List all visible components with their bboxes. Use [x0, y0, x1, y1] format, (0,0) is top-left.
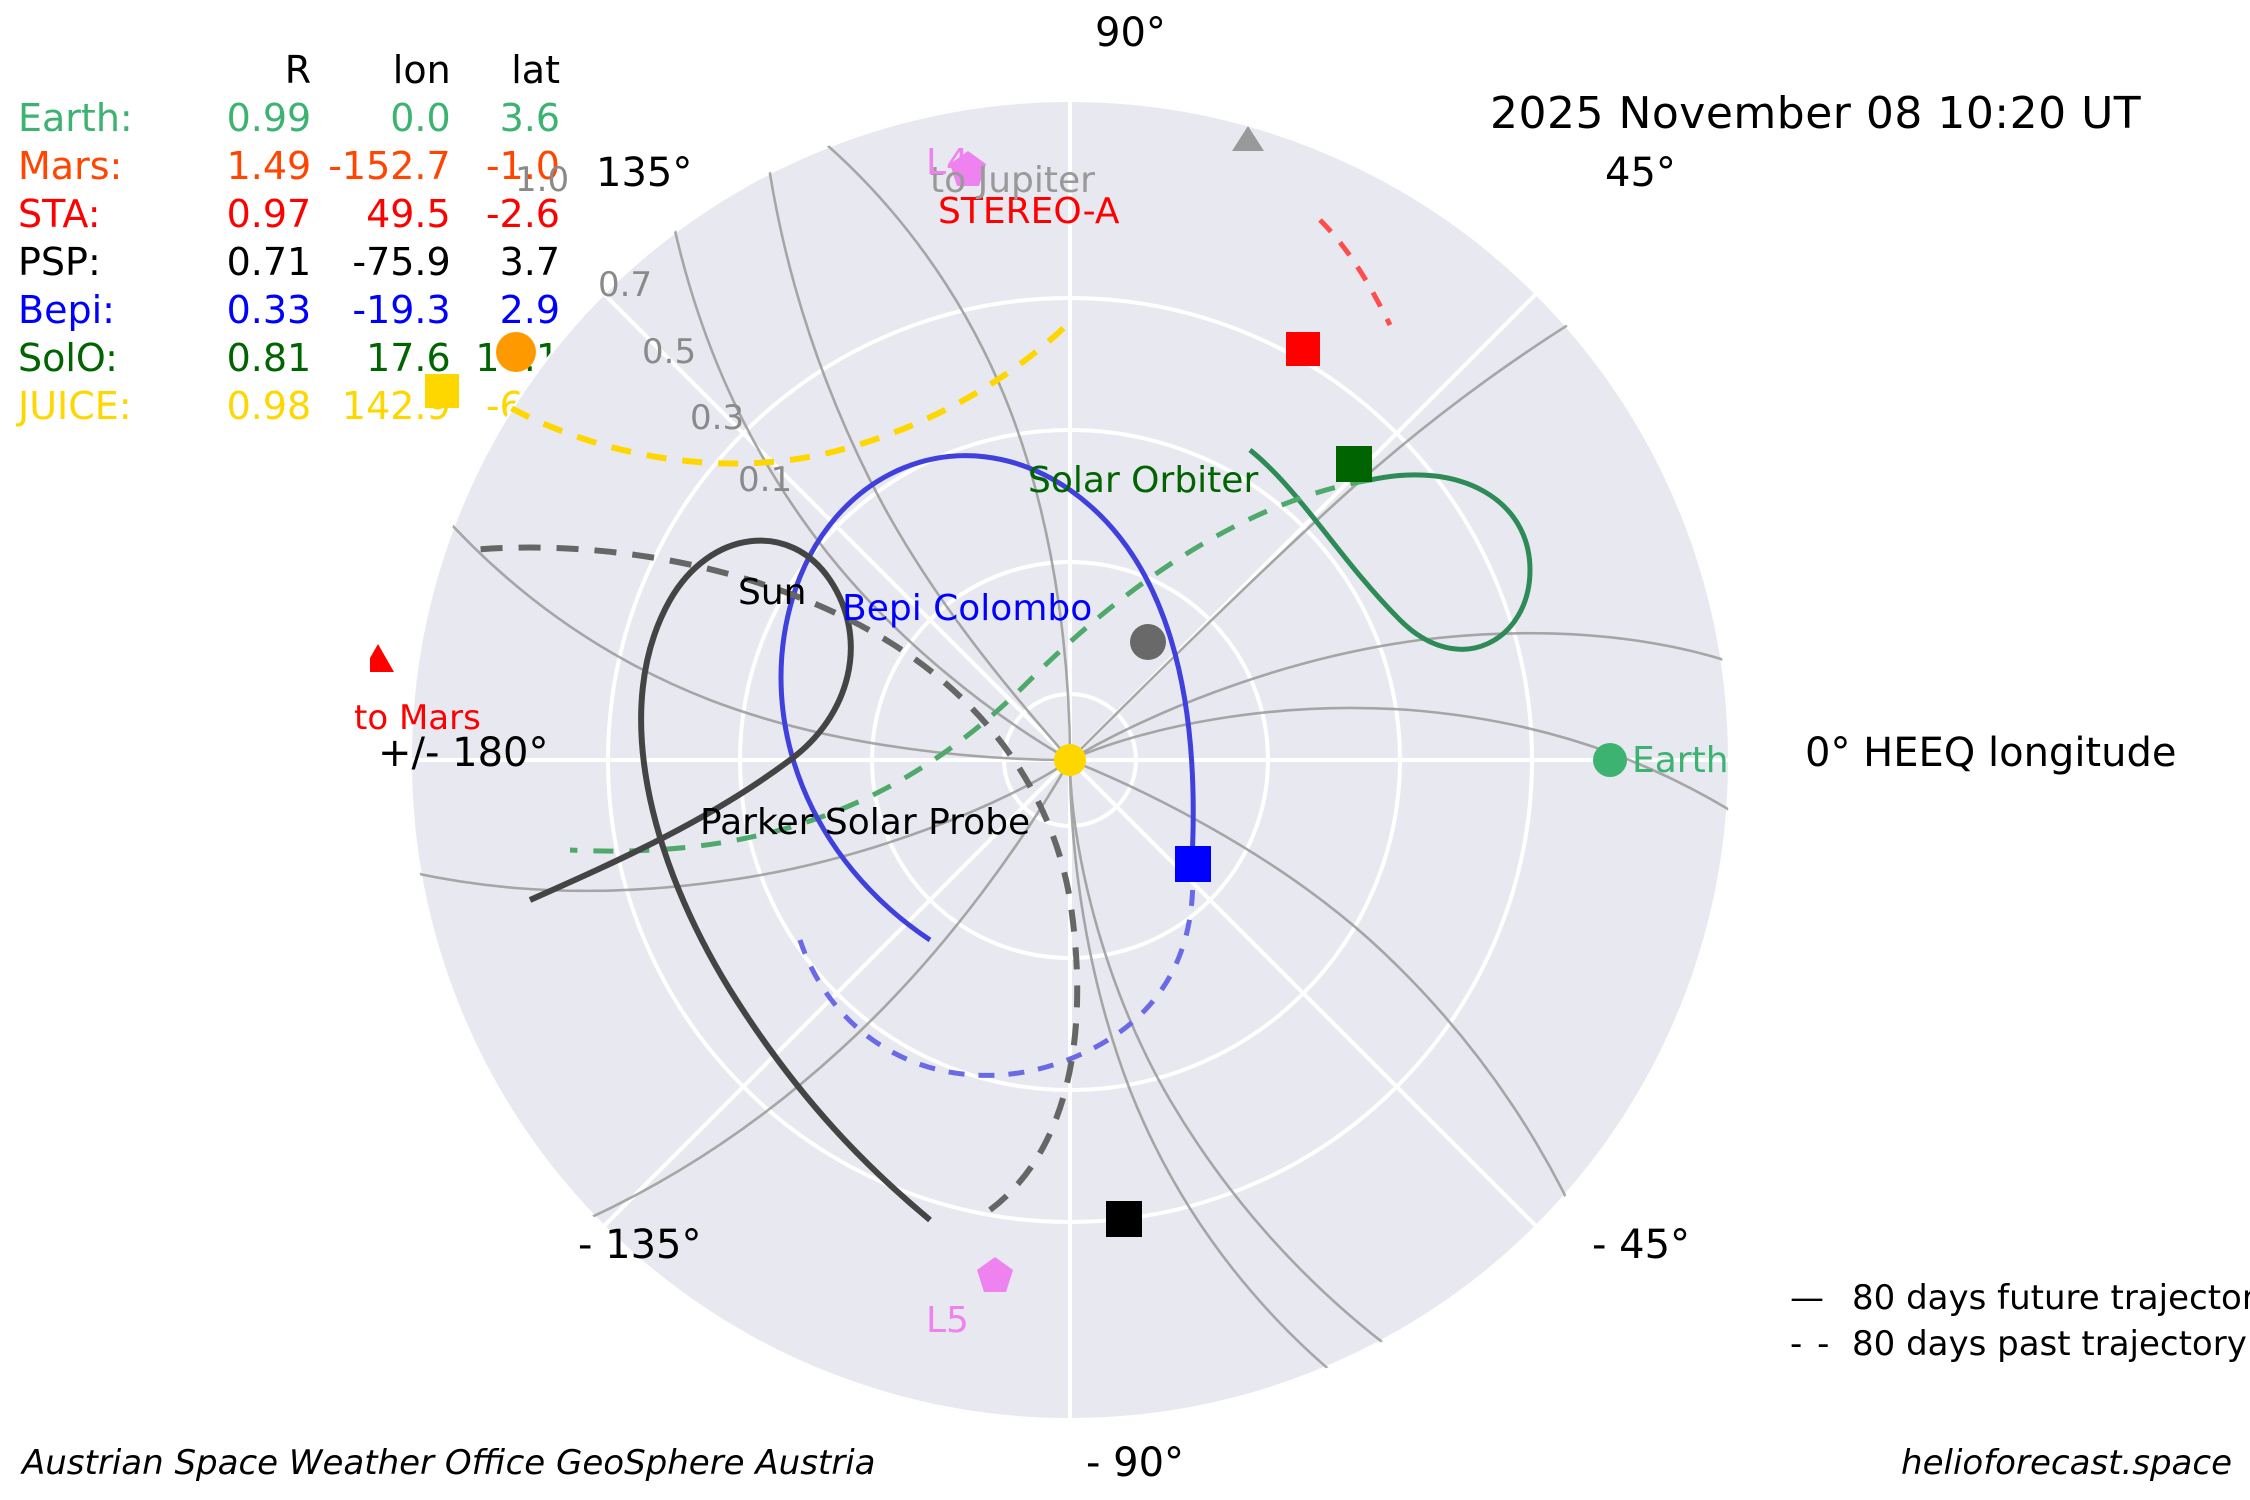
row-name-mars: Mars: — [18, 144, 123, 188]
radial-label-0-3: 0.3 — [690, 398, 745, 438]
row-lat-sta: -2.6 — [485, 192, 560, 236]
bepi-past-trajectory — [797, 859, 1196, 1078]
parker-solar-probe-marker[interactable] — [1106, 1201, 1142, 1237]
solar-orbiter-label: Solar Orbiter — [1028, 460, 1259, 501]
angle-label-neg135: - 135° — [578, 1222, 702, 1268]
to-mars-triangle-icon[interactable] — [370, 644, 394, 672]
sun-marker[interactable] — [1054, 744, 1086, 776]
stereo-a-marker[interactable] — [1286, 332, 1320, 366]
footer-organization: Austrian Space Weather Office GeoSphere … — [22, 1443, 876, 1483]
stereo-a-past-trajectory — [1318, 218, 1393, 327]
header-lon: lon — [392, 48, 451, 92]
psp-past-trajectory — [469, 544, 1081, 1213]
solar-orbiter-marker[interactable] — [1336, 446, 1372, 482]
table-row: Earth: 0.99 0.0 3.6 — [0, 94, 560, 142]
orange-dot-marker[interactable] — [496, 332, 536, 372]
row-lat-psp: 3.7 — [499, 240, 560, 284]
row-r-psp: 0.71 — [226, 240, 312, 284]
row-lat-bepi: 2.9 — [499, 288, 560, 332]
header-r: R — [284, 48, 312, 92]
l4-label: L4 — [926, 142, 969, 183]
row-lon-psp: -75.9 — [352, 240, 451, 284]
grey-dot-marker[interactable] — [1130, 624, 1166, 660]
row-r-juice: 0.98 — [226, 384, 312, 428]
footer-website[interactable]: helioforecast.space — [1901, 1443, 2232, 1483]
angle-label-neg90: - 90° — [1086, 1440, 1185, 1486]
table-row: PSP: 0.71 -75.9 3.7 — [0, 238, 560, 286]
table-row: Bepi: 0.33 -19.3 2.9 — [0, 286, 560, 334]
row-r-bepi: 0.33 — [226, 288, 312, 332]
row-r-solo: 0.81 — [226, 336, 312, 380]
row-name-juice: JUICE: — [18, 384, 132, 428]
solar-orbiter-future-trajectory — [1248, 448, 1533, 652]
radial-label-0-1: 0.1 — [738, 460, 793, 500]
l4-pentagon-icon[interactable] — [950, 151, 986, 186]
parker-solar-probe-label: Parker Solar Probe — [700, 802, 1031, 843]
to-jupiter-triangle-icon[interactable] — [1232, 126, 1264, 151]
row-name-psp: PSP: — [18, 240, 101, 284]
table-row: Mars: 1.49 -152.7 -1.0 — [0, 142, 560, 190]
row-lat-earth: 3.6 — [499, 96, 560, 140]
row-name-earth: Earth: — [18, 96, 133, 140]
header-lat: lat — [511, 48, 560, 92]
row-r-mars: 1.49 — [226, 144, 312, 188]
header-blank — [0, 46, 194, 94]
bepi-future-trajectory — [778, 453, 1196, 943]
juice-past-trajectory — [478, 319, 1073, 467]
table-header-row: R lon lat — [0, 46, 560, 94]
sun-label: Sun — [738, 572, 807, 613]
angle-label-180: +/- 180° — [378, 730, 549, 776]
legend-row-past: - - 80 days past trajectory — [1790, 1321, 2250, 1367]
table-row: STA: 0.97 49.5 -2.6 — [0, 190, 560, 238]
legend-label-past: 80 days past trajectory — [1852, 1324, 2247, 1364]
angle-label-135: 135° — [596, 150, 693, 196]
earth-label: Earth — [1632, 740, 1729, 781]
row-lon-solo: 17.6 — [366, 336, 451, 380]
angle-label-neg45: - 45° — [1592, 1222, 1691, 1268]
solid-line-icon: — — [1790, 1278, 1826, 1318]
row-lon-bepi: -19.3 — [352, 288, 451, 332]
row-name-solo: SolO: — [18, 336, 118, 380]
row-r-sta: 0.97 — [226, 192, 312, 236]
legend-label-future: 80 days future trajectory — [1852, 1278, 2250, 1318]
row-lon-mars: -152.7 — [328, 144, 451, 188]
row-name-bepi: Bepi: — [18, 288, 115, 332]
position-table: R lon lat Earth: 0.99 0.0 3.6 Mars: 1.49… — [0, 46, 560, 430]
juice-future-trajectory — [410, 189, 483, 383]
radial-label-0-7: 0.7 — [598, 265, 653, 305]
juice-marker[interactable] — [425, 374, 459, 408]
row-r-earth: 0.99 — [226, 96, 312, 140]
bepi-colombo-marker[interactable] — [1175, 846, 1211, 882]
row-lon-earth: 0.0 — [390, 96, 451, 140]
angle-label-90: 90° — [1095, 10, 1166, 56]
position-table-grid: R lon lat Earth: 0.99 0.0 3.6 Mars: 1.49… — [0, 46, 560, 430]
stereo-a-label: STEREO-A — [938, 191, 1120, 232]
radial-label-0-5: 0.5 — [642, 332, 697, 372]
row-lon-sta: 49.5 — [366, 192, 451, 236]
l5-label: L5 — [926, 1300, 969, 1341]
psp-future-trajectory — [528, 537, 932, 1223]
angle-label-45: 45° — [1605, 150, 1676, 196]
parker-spiral-lines — [410, 100, 1730, 1412]
to-mars-label: to Mars — [354, 698, 481, 738]
l5-pentagon-icon[interactable] — [977, 1257, 1013, 1292]
page-title: 2025 November 08 10:20 UT — [1490, 88, 2142, 139]
radial-label-1-0: 1.0 — [515, 160, 570, 200]
row-name-sta: STA: — [18, 192, 101, 236]
earth-marker[interactable] — [1593, 743, 1627, 777]
angle-label-0-heeq: 0° HEEQ longitude — [1805, 730, 2177, 776]
heliosphere-polar-plot: 1.0 0.7 0.5 0.3 0.1 Sun Earth STEREO-A S… — [354, 60, 1770, 1460]
trajectory-legend: — 80 days future trajectory - - 80 days … — [1790, 1275, 2250, 1367]
solar-orbiter-past-trajectory — [569, 477, 1371, 854]
to-jupiter-label: to Jupiter — [930, 160, 1095, 201]
legend-row-future: — 80 days future trajectory — [1790, 1275, 2250, 1321]
dashed-line-icon: - - — [1790, 1324, 1832, 1364]
row-lat-mars: -1.0 — [485, 144, 560, 188]
bepi-colombo-label: Bepi Colombo — [842, 588, 1093, 629]
